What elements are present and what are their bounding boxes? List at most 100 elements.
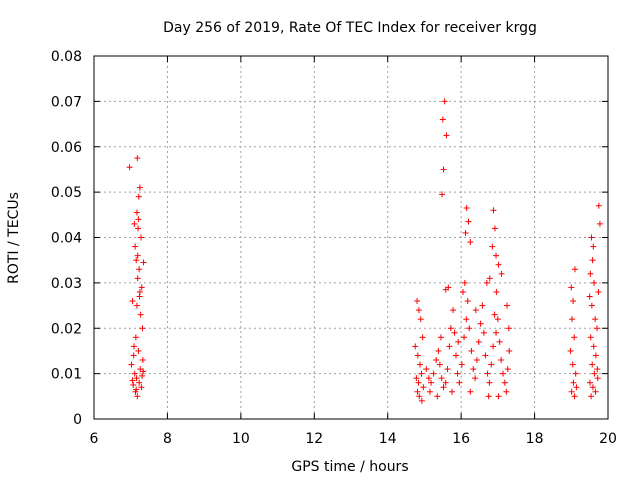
y-tick-label: 0.05 — [51, 185, 82, 201]
data-point — [134, 155, 141, 162]
data-point — [587, 334, 594, 341]
data-point — [444, 366, 451, 373]
data-point — [482, 352, 489, 359]
data-point — [450, 307, 457, 314]
data-point — [488, 361, 495, 368]
data-point — [136, 288, 143, 295]
chart-title: Day 256 of 2019, Rate Of TEC Index for r… — [163, 20, 537, 36]
data-point — [504, 366, 511, 373]
x-axis-label: GPS time / hours — [291, 459, 408, 475]
data-point — [135, 193, 142, 200]
data-point — [491, 225, 498, 232]
x-tick-label: 20 — [599, 431, 617, 447]
x-tick-label: 10 — [232, 431, 250, 447]
data-point — [570, 379, 577, 386]
data-point — [484, 370, 491, 377]
data-point — [131, 220, 138, 227]
data-point — [417, 361, 424, 368]
data-point — [135, 225, 142, 232]
data-point — [589, 361, 596, 368]
data-point — [136, 184, 143, 191]
data-point — [440, 166, 447, 173]
data-point — [490, 207, 497, 214]
data-point — [415, 307, 422, 314]
data-point — [138, 284, 145, 291]
data-point — [131, 370, 138, 377]
y-tick-label: 0.01 — [51, 367, 82, 383]
data-point — [590, 243, 597, 250]
data-point — [587, 379, 594, 386]
data-point — [591, 279, 598, 286]
data-point — [136, 379, 143, 386]
data-point — [417, 316, 424, 323]
data-point — [493, 288, 500, 295]
data-point — [486, 379, 493, 386]
data-point — [477, 320, 484, 327]
data-point — [458, 361, 465, 368]
data-point — [456, 379, 463, 386]
data-point — [595, 288, 602, 295]
data-point — [416, 393, 423, 400]
data-point — [439, 116, 446, 123]
data-point — [468, 347, 475, 354]
x-tick-label: 12 — [305, 431, 323, 447]
data-point — [138, 384, 145, 391]
data-point — [423, 366, 430, 373]
data-point — [446, 343, 453, 350]
y-tick-label: 0.08 — [51, 49, 82, 65]
data-point — [438, 375, 445, 382]
data-point — [486, 275, 493, 282]
data-point — [591, 370, 598, 377]
data-point — [414, 352, 421, 359]
data-point — [592, 388, 599, 395]
grid-lines — [94, 56, 608, 419]
data-point — [467, 239, 474, 246]
data-point — [480, 329, 487, 336]
data-point — [437, 334, 444, 341]
data-point — [473, 357, 480, 364]
data-point — [132, 243, 139, 250]
x-tick-label: 14 — [379, 431, 397, 447]
data-point — [568, 284, 575, 291]
data-point — [426, 388, 433, 395]
data-point — [490, 343, 497, 350]
data-point — [505, 325, 512, 332]
data-point — [443, 132, 450, 139]
data-point — [139, 325, 146, 332]
data-points — [126, 98, 603, 404]
data-point — [466, 325, 473, 332]
data-point — [448, 388, 455, 395]
data-point — [136, 266, 143, 273]
data-point — [506, 347, 513, 354]
data-point — [479, 302, 486, 309]
data-point — [459, 288, 466, 295]
data-point — [140, 368, 147, 375]
data-point — [133, 386, 140, 393]
data-point — [455, 338, 462, 345]
data-point — [441, 98, 448, 105]
data-point — [495, 261, 502, 268]
y-tick-label: 0.02 — [51, 321, 82, 337]
data-point — [445, 284, 452, 291]
data-point — [464, 298, 471, 305]
data-point — [433, 357, 440, 364]
data-point — [593, 325, 600, 332]
data-point — [589, 384, 596, 391]
data-point — [412, 343, 419, 350]
data-point — [428, 379, 435, 386]
data-point — [485, 393, 492, 400]
data-point — [442, 379, 449, 386]
data-point — [415, 379, 422, 386]
data-point — [588, 393, 595, 400]
data-point — [590, 343, 597, 350]
data-point — [135, 347, 142, 354]
data-point — [420, 384, 427, 391]
data-point — [571, 334, 578, 341]
data-point — [499, 370, 506, 377]
data-point — [465, 218, 472, 225]
data-point — [592, 316, 599, 323]
data-point — [588, 302, 595, 309]
data-point — [134, 393, 141, 400]
data-point — [494, 316, 501, 323]
data-point — [451, 329, 458, 336]
